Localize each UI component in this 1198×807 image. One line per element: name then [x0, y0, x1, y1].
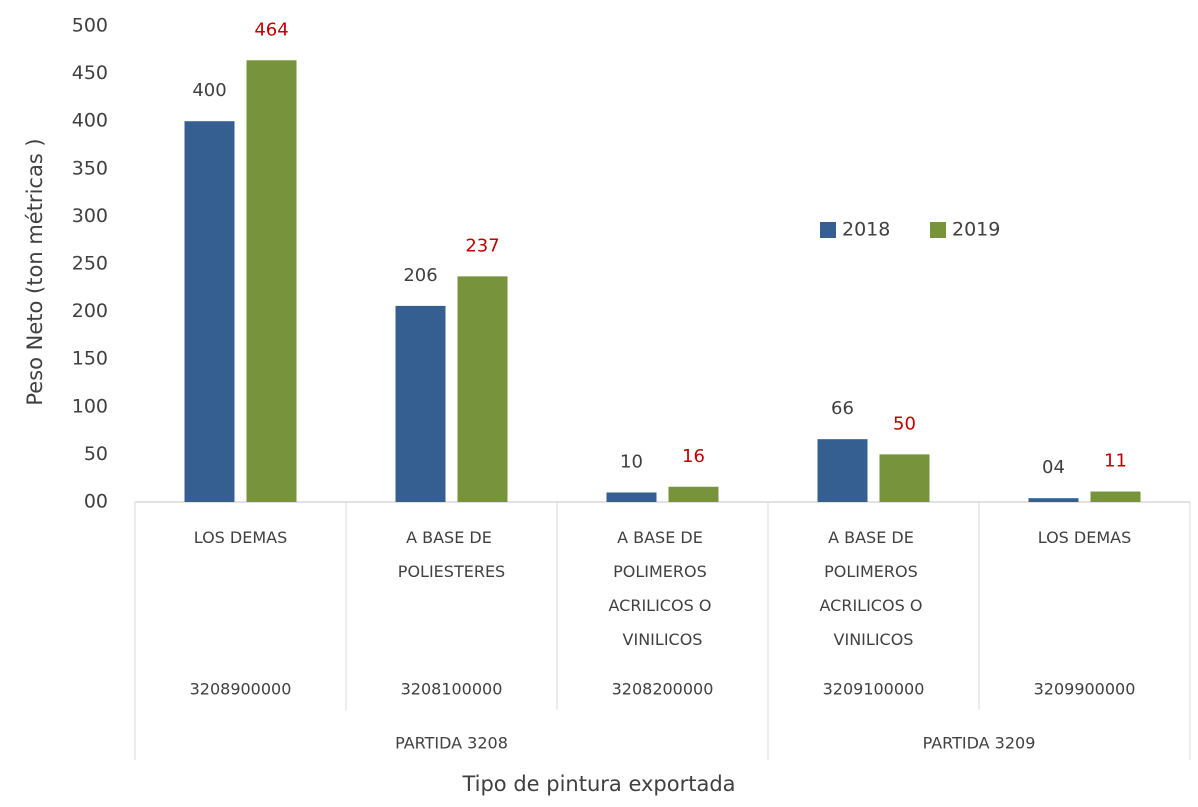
- bar: [817, 439, 868, 502]
- bar: [395, 305, 446, 502]
- x-tick-label: LOS DEMAS: [1038, 528, 1132, 547]
- group-label: PARTIDA 3209: [923, 734, 1036, 753]
- code-label: 3209900000: [1034, 680, 1136, 699]
- data-label: 50: [893, 413, 916, 434]
- x-tick-label: A BASE DE POLIMEROS ACRILICOS O VINILICO…: [609, 528, 717, 649]
- x-tick-label: A BASE DE POLIESTERES: [398, 528, 505, 581]
- y-tick-label: 450: [72, 62, 108, 84]
- data-label: 66: [831, 398, 854, 419]
- bar: [879, 454, 930, 502]
- y-tick-label: 200: [72, 300, 108, 322]
- data-label: 206: [403, 265, 437, 286]
- legend-swatch: [930, 222, 946, 238]
- x-axis-title: Tipo de pintura exportada: [461, 772, 735, 796]
- y-axis-title: Peso Neto (ton métricas ): [23, 138, 47, 405]
- data-label: 11: [1104, 451, 1127, 472]
- code-label: 3208200000: [612, 680, 714, 699]
- y-tick-label: 100: [72, 395, 108, 417]
- legend-label: 2018: [842, 219, 890, 241]
- bar: [1028, 498, 1079, 502]
- code-label: 3208900000: [190, 680, 292, 699]
- x-tick-label: A BASE DE POLIMEROS ACRILICOS O VINILICO…: [820, 528, 928, 649]
- y-tick-label: 250: [72, 253, 108, 275]
- code-label: 3208100000: [401, 680, 503, 699]
- x-tick-label: LOS DEMAS: [194, 528, 288, 547]
- bar: [457, 276, 508, 502]
- group-label: PARTIDA 3208: [395, 734, 508, 753]
- data-label: 04: [1042, 457, 1065, 478]
- y-tick-label: 50: [84, 443, 108, 465]
- legend-swatch: [820, 222, 836, 238]
- y-tick-label: 150: [72, 348, 108, 370]
- bar: [606, 492, 657, 502]
- bar: [668, 486, 719, 502]
- y-tick-label: 00: [84, 491, 108, 513]
- code-label: 3209100000: [823, 680, 925, 699]
- y-tick-label: 350: [72, 157, 108, 179]
- data-label: 237: [465, 235, 499, 256]
- y-tick-label: 500: [72, 15, 108, 37]
- bar: [1090, 491, 1141, 502]
- data-label: 464: [254, 19, 288, 40]
- data-label: 400: [192, 80, 226, 101]
- y-tick-label: 300: [72, 205, 108, 227]
- data-label: 10: [620, 451, 643, 472]
- bar: [184, 121, 235, 502]
- legend-label: 2019: [952, 219, 1000, 241]
- data-label: 16: [682, 446, 705, 467]
- bar: [246, 60, 297, 502]
- y-tick-label: 400: [72, 110, 108, 132]
